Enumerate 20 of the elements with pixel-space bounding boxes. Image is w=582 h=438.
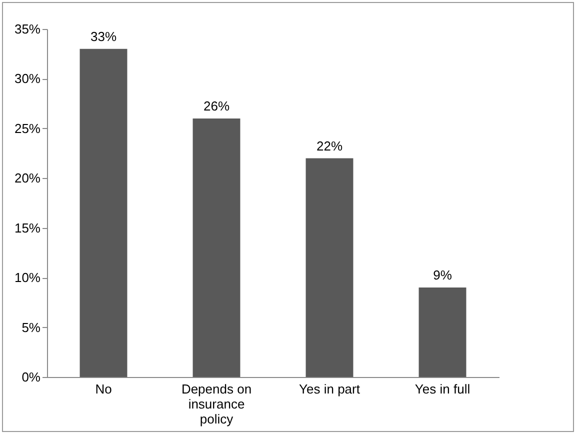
y-tick-label: 30%	[14, 71, 41, 86]
bar	[80, 48, 128, 377]
y-tick-label: 35%	[14, 22, 41, 36]
bar	[418, 288, 466, 377]
y-tick-label: 10%	[14, 270, 41, 286]
bar	[192, 118, 240, 377]
y-tick-label: 20%	[14, 170, 41, 186]
x-tick-label: Yes in full	[414, 382, 470, 396]
y-tick-label: 25%	[14, 120, 41, 136]
data-label: 33%	[90, 28, 117, 44]
data-label: 9%	[433, 268, 452, 283]
y-tick-label: 0%	[22, 370, 41, 384]
data-label: 26%	[203, 98, 230, 114]
bar	[306, 158, 354, 377]
data-label: 22%	[316, 138, 343, 154]
y-tick-label: 15%	[14, 220, 41, 236]
x-tick-label: Yes in part	[299, 382, 360, 396]
x-tick-label: No	[95, 382, 112, 396]
x-tick-label: Depends on insurance policy	[181, 382, 252, 426]
y-tick-label: 5%	[22, 320, 41, 335]
